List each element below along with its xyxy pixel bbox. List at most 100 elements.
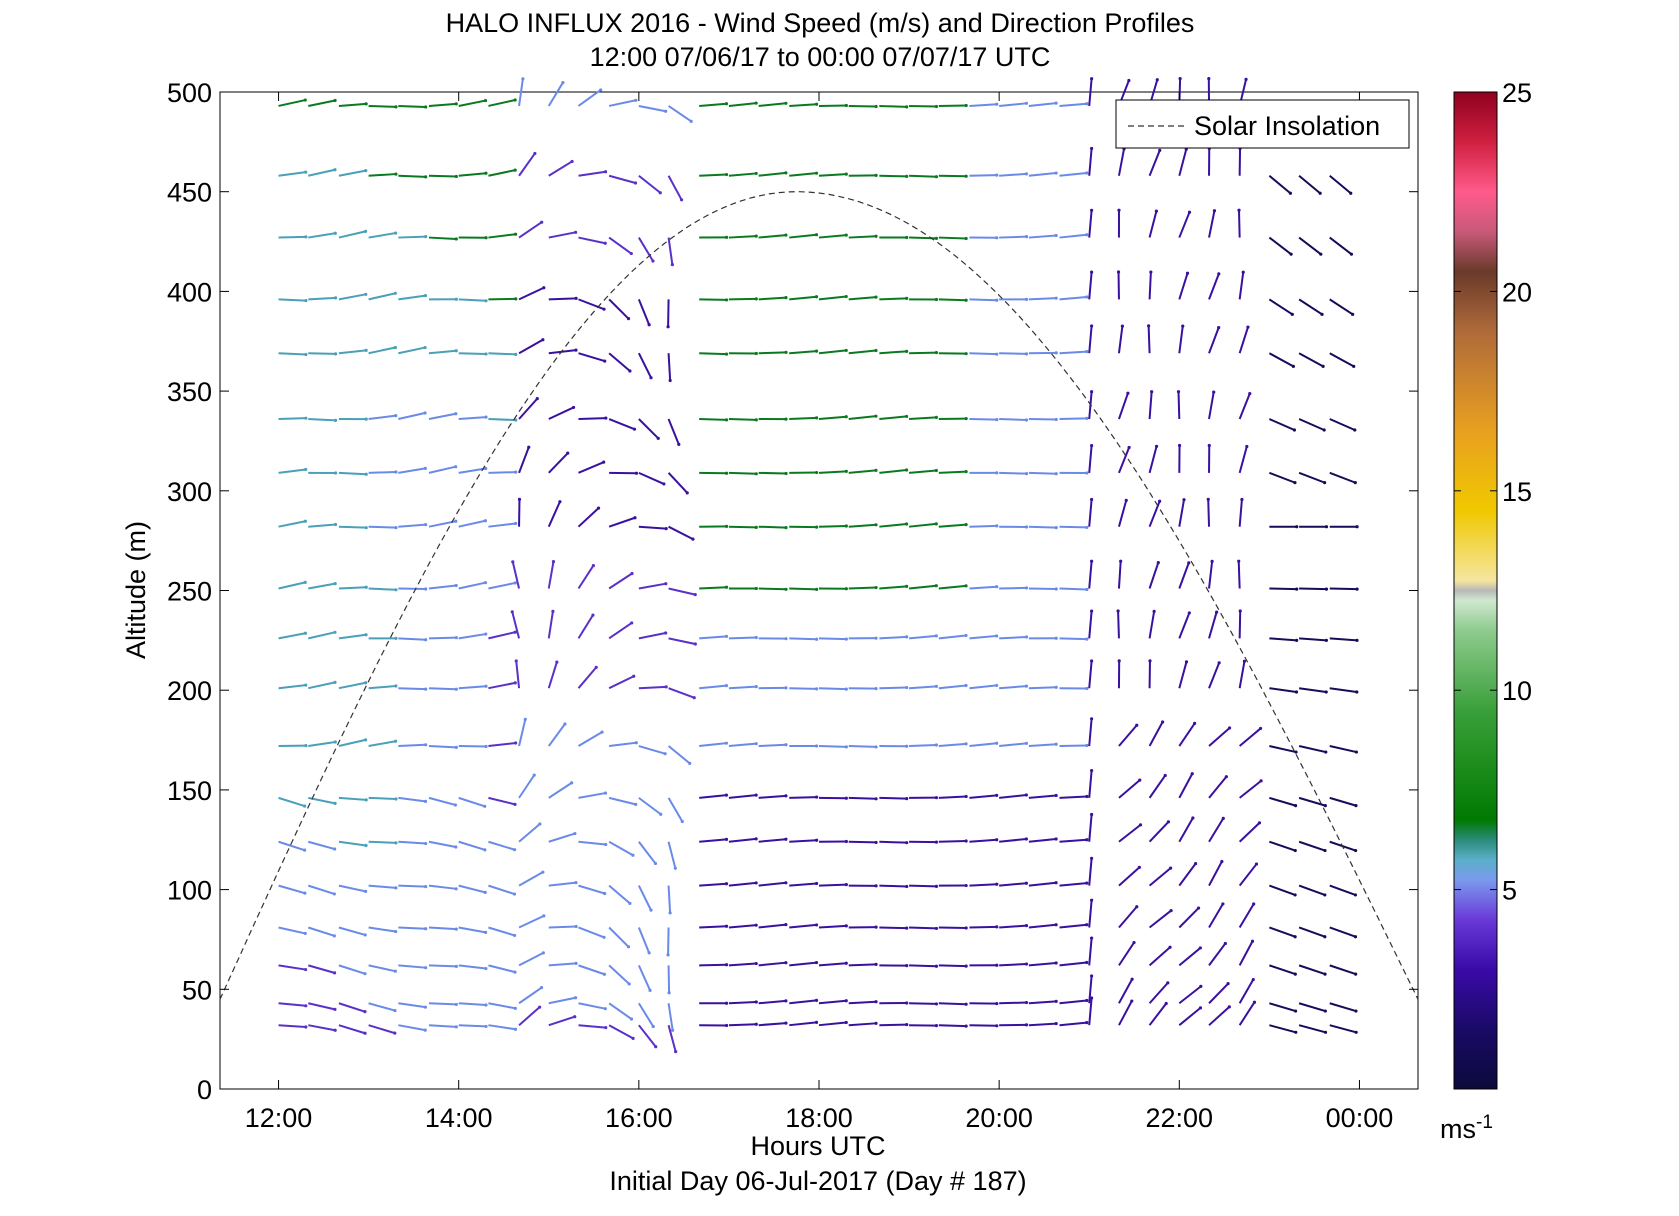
wind-arrow — [368, 232, 396, 239]
wind-arrow — [308, 582, 336, 590]
wind-arrow-head — [784, 526, 788, 530]
wind-arrow — [1059, 296, 1087, 301]
wind-arrow-head — [394, 105, 398, 109]
wind-arrow — [1148, 272, 1152, 300]
wind-arrow-head — [1085, 838, 1089, 842]
wind-arrow — [638, 745, 666, 755]
wind-arrow — [667, 745, 691, 765]
wind-arrow — [338, 169, 366, 177]
wind-arrow — [278, 1024, 306, 1028]
wind-arrow — [1059, 350, 1087, 355]
wind-arrow — [608, 572, 633, 590]
wind-arrow-head — [454, 745, 458, 749]
wind-arrow — [608, 1002, 633, 1020]
wind-arrow-head — [1116, 609, 1120, 613]
wind-arrow-head — [964, 633, 968, 638]
wind-arrow — [1088, 325, 1093, 354]
wind-arrow-head — [303, 631, 308, 635]
wind-arrow — [428, 465, 456, 474]
wind-arrow — [699, 635, 727, 640]
wind-arrow — [511, 561, 521, 589]
wind-arrow — [278, 581, 306, 590]
wind-arrow — [1238, 610, 1242, 639]
wind-arrow — [577, 731, 603, 747]
wind-arrow-head — [423, 966, 428, 970]
x-axis-label: Hours UTC — [750, 1131, 885, 1161]
wind-arrow-head — [662, 482, 666, 486]
wind-arrow — [578, 298, 605, 311]
wind-arrow — [1059, 417, 1087, 421]
wind-arrow — [308, 840, 335, 850]
wind-arrow — [608, 236, 632, 255]
wind-arrow — [789, 839, 817, 843]
wind-arrow-head — [513, 232, 518, 236]
wind-arrow-head — [724, 634, 729, 638]
wind-arrow — [938, 584, 967, 590]
wind-arrow-head — [424, 523, 428, 527]
wind-arrow — [909, 416, 937, 421]
wind-arrow-head — [1210, 559, 1214, 563]
wind-arrow — [1118, 866, 1141, 887]
wind-arrow — [638, 525, 667, 530]
wind-arrow — [1238, 499, 1243, 527]
wind-arrow — [638, 418, 659, 440]
wind-arrow-head — [1354, 750, 1359, 754]
wind-arrow — [1238, 272, 1245, 300]
wind-arrow-head — [364, 348, 368, 353]
wind-arrow-head — [658, 191, 662, 195]
wind-arrow-head — [1085, 102, 1089, 106]
wind-arrow-head — [784, 101, 788, 105]
wind-arrow — [667, 237, 674, 265]
wind-arrow — [1028, 794, 1057, 799]
wind-arrow — [608, 884, 631, 905]
wind-arrow-head — [964, 742, 968, 746]
wind-arrow — [969, 174, 997, 177]
wind-arrow-head — [934, 840, 939, 844]
wind-arrow-head — [784, 794, 788, 798]
wind-arrow — [1329, 884, 1356, 896]
wind-arrow-head — [1024, 741, 1028, 745]
wind-arrow-head — [1054, 233, 1058, 238]
wind-arrow-head — [1207, 443, 1211, 448]
wind-arrow — [938, 840, 967, 843]
wind-arrow-head — [363, 972, 367, 976]
wind-arrow-head — [1085, 233, 1089, 237]
wind-arrow — [728, 235, 757, 239]
wind-arrow-head — [1353, 893, 1358, 897]
wind-arrow-head — [724, 1023, 729, 1028]
wind-arrow — [458, 581, 486, 590]
wind-arrow — [278, 171, 306, 177]
wind-arrow-head — [514, 659, 518, 663]
wind-arrow — [338, 884, 366, 893]
wind-arrow-head — [647, 323, 651, 327]
wind-arrow-head — [604, 1025, 608, 1030]
wind-arrow-head — [1054, 351, 1058, 355]
wind-arrow — [699, 882, 727, 887]
wind-arrow-head — [724, 172, 729, 177]
wind-arrow-head — [964, 103, 968, 108]
wind-arrow — [1298, 745, 1326, 754]
wind-arrow — [1178, 149, 1188, 177]
wind-arrow-head — [905, 926, 909, 930]
wind-arrow-head — [558, 500, 562, 504]
wind-arrow — [818, 924, 847, 929]
wind-arrow-head — [513, 581, 517, 585]
wind-arrow-head — [754, 923, 758, 927]
legend-box — [1115, 99, 1410, 149]
wind-arrow — [307, 884, 335, 895]
wind-arrow — [458, 685, 487, 690]
wind-arrow — [758, 171, 786, 177]
wind-arrow — [969, 352, 997, 356]
wind-arrow-head — [603, 170, 608, 174]
wind-arrow-head — [905, 744, 909, 748]
wind-arrow — [368, 884, 396, 889]
wind-arrow-head — [454, 636, 458, 640]
wind-arrow — [1299, 587, 1327, 591]
wind-arrow — [1329, 352, 1355, 368]
wind-arrow — [789, 587, 817, 591]
wind-arrow-head — [815, 587, 819, 591]
wind-arrow-head — [484, 466, 488, 471]
wind-arrow — [338, 964, 366, 975]
wind-arrow-head — [394, 526, 398, 530]
wind-arrow — [637, 298, 651, 326]
